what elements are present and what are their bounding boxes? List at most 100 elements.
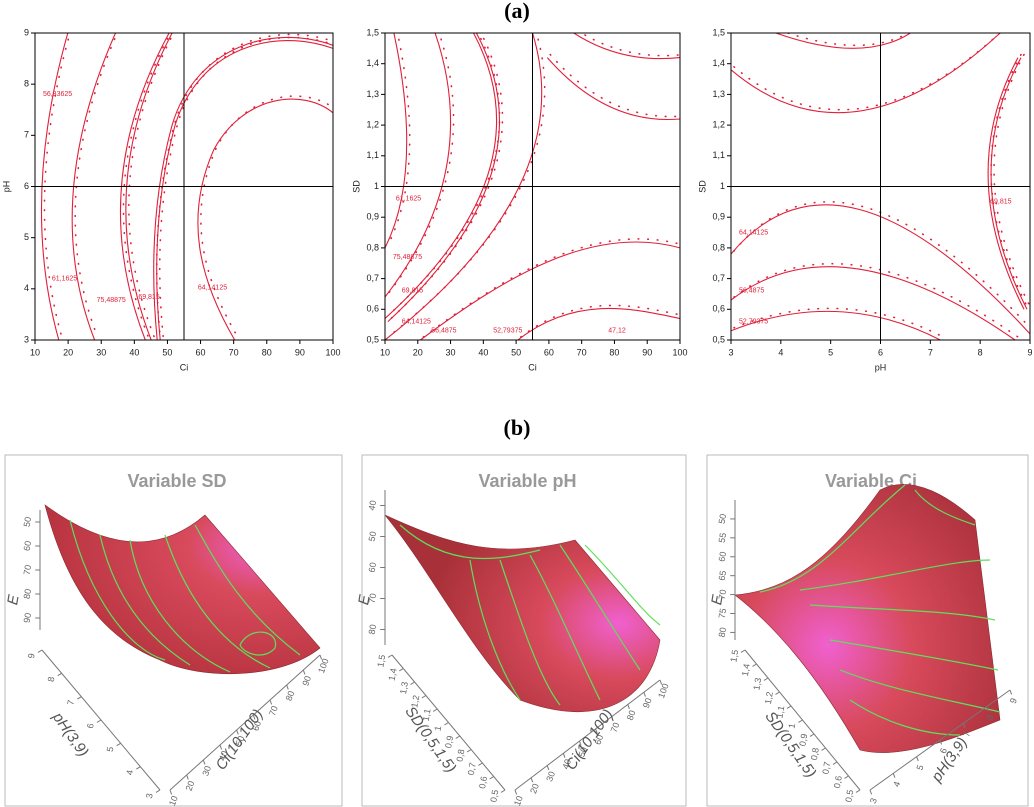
plot-frame [384, 32, 681, 341]
contour-dots [200, 95, 333, 338]
tick [740, 649, 746, 653]
tick-label: 50 [717, 513, 729, 525]
x-axis-label: pH [875, 362, 887, 372]
surface-contour [529, 554, 601, 701]
y-tick-label: 6 [24, 181, 29, 191]
contour-line [197, 98, 333, 340]
contour-dots [733, 201, 1030, 329]
x-tick-label: 40 [478, 347, 488, 357]
y-tick-label: 1 [720, 181, 725, 191]
contour-label: 52,79375 [493, 328, 522, 335]
tick-label: 0,7 [466, 762, 478, 776]
panel-label: (b) [504, 415, 531, 440]
contour-dots [422, 238, 680, 338]
surface-contour [129, 539, 231, 673]
plot-frame [34, 32, 334, 341]
tick-label: 5 [105, 746, 116, 753]
contour-label: 64,14125 [198, 285, 227, 292]
tick-label: 90 [641, 697, 654, 710]
tick [514, 789, 518, 795]
x-axis-label: Ci [180, 362, 189, 372]
tick-label: 40 [367, 500, 379, 512]
surface-contour [559, 544, 641, 671]
y-tick-label: 1,2 [712, 119, 725, 129]
tick [986, 706, 989, 712]
surface-contour [799, 559, 991, 591]
tick-label: 75 [717, 608, 729, 620]
tick [643, 692, 646, 697]
x-tick-label: 30 [446, 347, 456, 357]
contour-dots [387, 33, 501, 317]
x-tick-label: 4 [778, 347, 783, 357]
tick-label: 80 [284, 689, 297, 702]
y-tick-label: 0,8 [366, 242, 379, 252]
y-tick-label: 5 [24, 232, 29, 242]
y-axis-label: SD [697, 180, 707, 193]
tick-label: 1,5 [375, 654, 387, 668]
surface-contour [829, 639, 999, 671]
contour-label: 47,12 [608, 328, 626, 335]
y-tick-label: 3 [24, 334, 29, 344]
surface-contour [99, 534, 191, 666]
x-tick-label: 70 [229, 347, 239, 357]
y-axis-label: Ci(10,100) [213, 706, 267, 773]
y-tick-label: 7 [24, 130, 29, 140]
y-tick-label: 0,5 [712, 334, 725, 344]
y-tick-label: 0,7 [366, 273, 379, 283]
tick-label: 1 [787, 723, 798, 730]
tick-label: 100 [316, 657, 331, 675]
tick [269, 699, 273, 705]
x-tick-label: 100 [672, 347, 687, 357]
tick [186, 774, 189, 780]
tick-label: 10 [167, 794, 180, 807]
tick [77, 696, 82, 700]
x-tick-label: 7 [928, 347, 933, 357]
tick [546, 765, 550, 771]
contour-line [71, 33, 117, 340]
tick [659, 679, 663, 685]
panel-label: (a) [504, 0, 530, 23]
tick-label: 50 [367, 531, 379, 543]
tick [478, 762, 483, 766]
tick-label: 1,4 [740, 663, 752, 677]
tick-label: 6 [938, 747, 949, 755]
tick-label: 3 [868, 797, 879, 805]
x-axis-label: SD(0,5,1,5) [761, 708, 819, 781]
tick [916, 756, 919, 762]
tick-label: 70 [267, 704, 280, 717]
tick-label: 9 [26, 653, 37, 660]
tick-label: 55 [717, 532, 729, 544]
tick [786, 705, 792, 709]
contour-line [731, 33, 1001, 114]
contour-dots [520, 304, 680, 338]
y-tick-label: 0,7 [712, 273, 725, 283]
contour-dots [785, 33, 910, 47]
contour-label: 69,815 [138, 294, 160, 301]
contours [385, 33, 680, 340]
surface-contour [194, 524, 301, 656]
x-axis-label: pH(3,9) [49, 709, 92, 761]
tick-label: 90 [22, 612, 34, 624]
panel-frame [706, 454, 1029, 807]
surface [44, 504, 321, 675]
y-tick-label: 0,6 [366, 304, 379, 314]
tick [595, 728, 598, 734]
tick [421, 695, 427, 699]
tick [489, 776, 494, 780]
contour-line [731, 266, 1016, 340]
x-tick-label: 20 [63, 347, 73, 357]
tick-label: 65 [717, 570, 729, 582]
tick-label: 30 [544, 770, 557, 783]
y-tick-label: 0,6 [712, 304, 725, 314]
tick [236, 729, 239, 735]
contour-dots [74, 33, 119, 338]
surface [734, 484, 1001, 753]
x-tick-label: 60 [196, 347, 206, 357]
contour-line [731, 310, 941, 340]
contour-line [385, 33, 408, 249]
z-axis-label: E [4, 593, 23, 607]
plot-frame [730, 32, 1031, 341]
contour-label: 56,4875 [739, 288, 764, 295]
tick [116, 742, 121, 747]
y-axis-label: SD [351, 180, 361, 193]
